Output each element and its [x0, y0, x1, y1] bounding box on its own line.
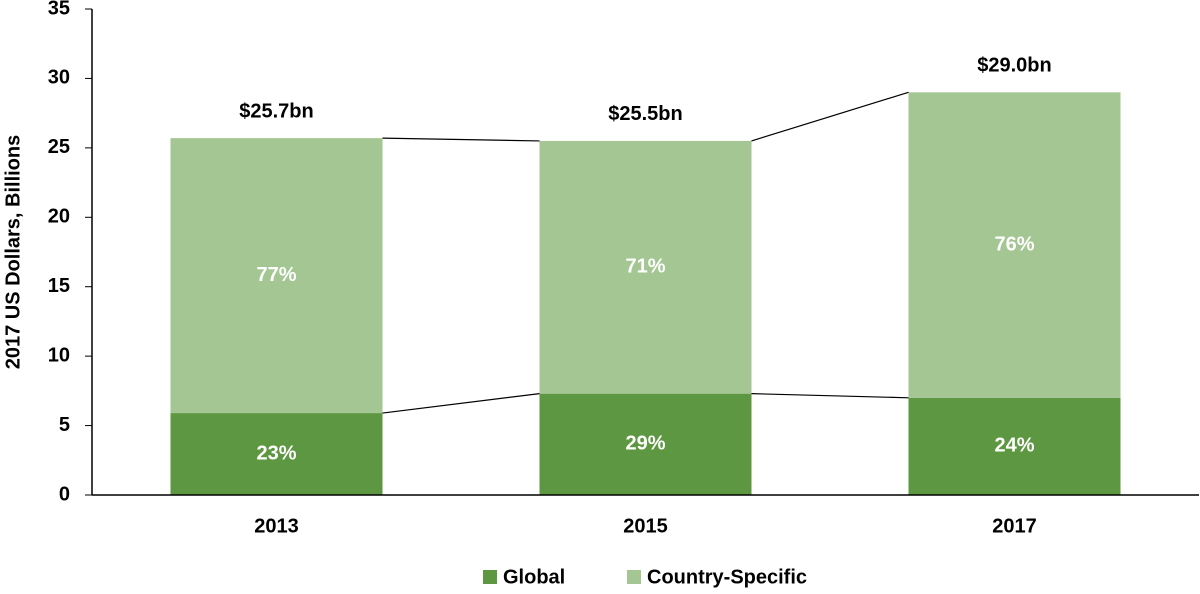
legend-label: Global: [503, 566, 565, 588]
segment-label: 24%: [994, 435, 1034, 457]
legend-label: Country-Specific: [647, 566, 807, 588]
y-tick-label: 10: [48, 344, 70, 366]
bar-segment: [908, 397, 1121, 495]
legend-swatch: [483, 570, 497, 584]
connector-line: [382, 137, 540, 142]
x-tick-label: 2015: [623, 515, 668, 537]
y-axis-label: 2017 US Dollars, Billions: [2, 135, 24, 370]
x-tick-label: 2013: [254, 515, 299, 537]
y-tick-label: 35: [48, 0, 70, 19]
total-label: $29.0bn: [977, 55, 1051, 77]
y-tick-label: 30: [48, 67, 70, 89]
y-tick-label: 20: [48, 206, 70, 228]
segment-label: 76%: [994, 233, 1034, 255]
connector-line: [751, 91, 909, 142]
bar-segment: [539, 393, 752, 495]
segment-label: 77%: [256, 264, 296, 286]
y-tick-label: 0: [59, 483, 70, 505]
segment-label: 23%: [256, 442, 296, 464]
segment-label: 71%: [625, 256, 665, 278]
y-tick-label: 15: [48, 275, 70, 297]
bar-segment: [170, 413, 383, 495]
y-tick-label: 5: [59, 414, 70, 436]
connector-line: [382, 393, 540, 414]
x-tick-label: 2017: [992, 515, 1037, 537]
segment-label: 29%: [625, 433, 665, 455]
legend-swatch: [627, 570, 641, 584]
total-label: $25.7bn: [239, 100, 313, 122]
y-tick-label: 25: [48, 136, 70, 158]
bar-segment: [908, 92, 1121, 398]
bar-segment: [539, 140, 752, 394]
connector-line: [751, 393, 909, 399]
total-label: $25.5bn: [608, 103, 682, 125]
bar-segment: [170, 138, 383, 414]
